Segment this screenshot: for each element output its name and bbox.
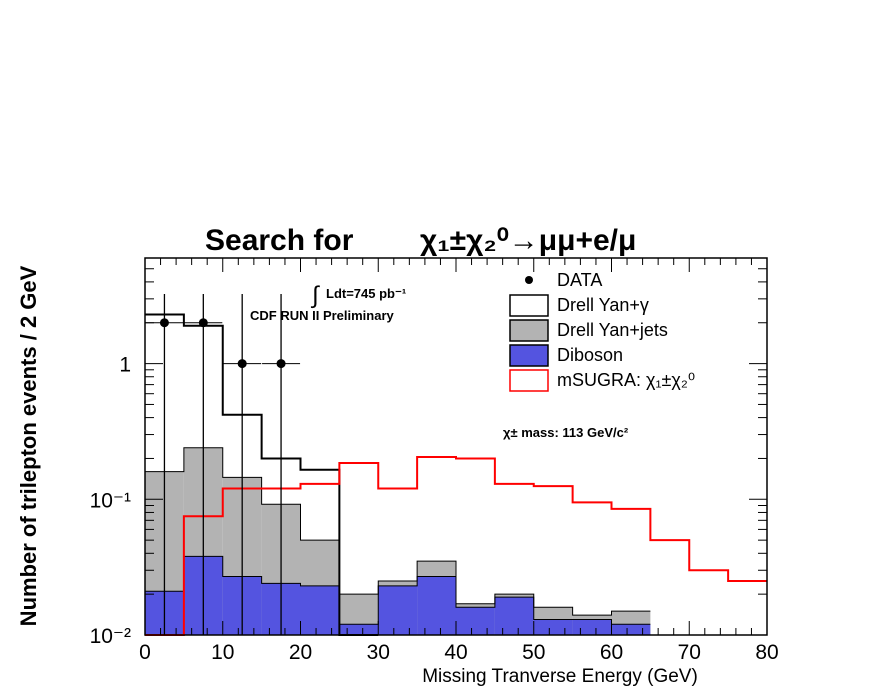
line-drell-yan-gamma [145,313,379,636]
x-tick-label: 50 [522,641,545,664]
bar-diboson [339,624,379,635]
bar-diboson [572,619,612,635]
data-point [159,318,169,328]
x-tick-label: 80 [755,641,778,664]
lumi-integral: ∫ [310,282,320,309]
bar-diboson [611,624,651,635]
lumi-annotation: Ldt=745 pb⁻¹ [326,286,406,301]
legend-swatch [509,369,549,392]
x-tick-label: 30 [367,641,390,664]
bar-diboson [378,585,418,635]
x-tick-label: 10 [211,641,234,664]
y-tick-label: 10⁻² [90,625,131,648]
legend-label: Drell Yan+jets [557,320,668,340]
chart-title-process: χ₁±χ₂⁰→μμ+e/μ [420,224,636,257]
annotations: ∫ Ldt=745 pb⁻¹ CDF RUN II Preliminary χ±… [250,282,629,440]
plot-area: 0 10 20 30 40 50 60 70 80 10⁻² 10⁻¹ 1 [90,257,779,664]
bar-diboson [417,576,456,635]
chart-title: Search for [205,224,354,257]
bar-diboson [494,597,534,635]
x-tick-label: 40 [444,641,467,664]
run-annotation: CDF RUN II Preliminary [250,308,395,323]
x-tick-label: 70 [678,641,701,664]
x-tick-label: 0 [139,641,151,664]
data-point [276,359,286,369]
outline-drell-yan-jets [145,447,651,616]
legend-label: Drell Yan+γ [557,295,649,315]
legend-marker-data [525,276,533,284]
x-tick-label: 60 [600,641,623,664]
outline-diboson [145,555,651,625]
bar-diboson [456,607,495,635]
legend: DATA Drell Yan+γ Drell Yan+jets Diboson mSUG… [509,270,695,392]
mass-annotation: χ± mass: 113 GeV/c² [503,425,629,440]
bar-diboson [533,619,573,635]
data-point [198,318,208,328]
y-tick-label: 10⁻¹ [90,489,131,512]
legend-swatch [509,344,549,367]
line-msugra [145,455,767,636]
bar-diboson [300,585,340,635]
legend-swatch [509,294,549,317]
legend-label: DATA [557,270,602,290]
legend-label: mSUGRA: χ₁±χ₂⁰ [557,370,695,390]
y-axis-label: Number of trilepton events / 2 GeV [16,265,41,626]
legend-label: Diboson [557,345,623,365]
data-point [237,359,247,369]
x-axis-label: Missing Tranverse Energy (GeV) [422,666,698,687]
y-tick-label: 1 [119,354,131,377]
legend-swatch [509,319,549,342]
x-tick-label: 20 [289,641,312,664]
